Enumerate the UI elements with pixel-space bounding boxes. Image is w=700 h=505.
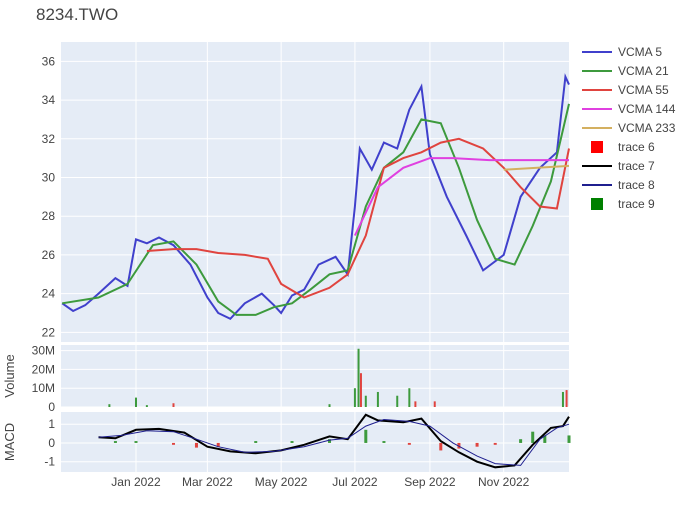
macd-histogram-bar <box>531 431 535 443</box>
macd-histogram-bar <box>254 441 258 443</box>
volume-bar <box>433 401 436 407</box>
legend-swatch[interactable] <box>591 141 603 153</box>
x-tick-label: May 2022 <box>255 475 308 489</box>
x-tick-label: Mar 2022 <box>182 475 233 489</box>
series-vcma-233 <box>503 164 570 171</box>
y-tick-label: 32 <box>42 132 56 146</box>
macd-histogram-bar <box>439 442 443 451</box>
legend-label[interactable]: trace 8 <box>618 178 655 192</box>
volume-bar <box>145 405 148 407</box>
macd-histogram-bar <box>519 439 523 443</box>
volume-bar <box>561 391 564 407</box>
volume-bar <box>353 388 356 407</box>
macd-histogram-bar <box>134 441 138 443</box>
volume-bar <box>134 397 137 407</box>
y-tick-label: 1 <box>48 417 55 431</box>
macd-histogram-bar <box>543 435 547 443</box>
volume-bar <box>414 401 417 407</box>
legend-label[interactable]: VCMA 233 <box>618 121 676 135</box>
y-tick-label: -1 <box>44 455 55 469</box>
legend-label[interactable]: VCMA 144 <box>618 102 676 116</box>
y-tick-label: 0 <box>48 400 55 414</box>
legend-label[interactable]: VCMA 5 <box>618 45 662 59</box>
volume-axis-label: Volume <box>2 354 17 397</box>
legend-label[interactable]: VCMA 55 <box>618 83 669 97</box>
volume-bar <box>357 348 360 407</box>
macd-histogram-bar <box>216 442 220 447</box>
legend-label[interactable]: VCMA 21 <box>618 64 669 78</box>
volume-bar <box>172 403 175 407</box>
y-tick-label: 36 <box>42 54 56 68</box>
series-trace-8 <box>98 418 570 466</box>
volume-bar <box>328 404 331 407</box>
macd-axis-label: MACD <box>2 423 17 461</box>
volume-bar <box>396 395 399 407</box>
gridlines <box>61 42 569 472</box>
y-tick-label: 28 <box>42 209 56 223</box>
chart-marks <box>61 73 571 469</box>
macd-histogram-bar <box>567 435 571 443</box>
series-vcma-144 <box>353 157 569 236</box>
y-tick-label: 30 <box>42 170 56 184</box>
y-tick-label: 26 <box>42 248 56 262</box>
volume-bar <box>108 404 111 407</box>
macd-histogram-bar <box>113 441 117 443</box>
legend-label[interactable]: trace 6 <box>618 140 655 154</box>
axis-ticks: Jan 2022 Mar 2022 May 2022 Jul 2022 Sep 2022… <box>32 54 530 489</box>
y-tick-label: 34 <box>42 93 56 107</box>
macd-histogram-bar <box>171 442 175 445</box>
macd-histogram-bar <box>364 429 368 443</box>
legend-label[interactable]: trace 9 <box>618 197 655 211</box>
legend-label[interactable]: trace 7 <box>618 159 655 173</box>
y-tick-label: 24 <box>42 287 56 301</box>
y-tick-label: 0 <box>48 436 55 450</box>
volume-bar <box>408 388 411 407</box>
legend-swatch[interactable] <box>591 198 603 210</box>
y-tick-label: 10M <box>32 381 55 395</box>
macd-histogram-bar <box>328 439 332 443</box>
x-tick-label: Jan 2022 <box>111 475 161 489</box>
macd-histogram-bar <box>493 442 497 445</box>
macd-histogram-bar <box>475 442 479 447</box>
macd-histogram-bar <box>194 442 198 448</box>
y-tick-label: 30M <box>32 344 55 358</box>
price-panel-background <box>61 42 569 342</box>
volume-panel-background <box>61 345 569 407</box>
volume-bar <box>376 391 379 407</box>
chart-title: 8234.TWO <box>36 5 118 24</box>
volume-bar <box>565 390 568 407</box>
legend[interactable]: VCMA 5 VCMA 21 VCMA 55 VCMA 144 VCMA 233 trac… <box>582 45 676 211</box>
macd-histogram-bar <box>382 441 386 443</box>
volume-bar <box>364 395 367 407</box>
macd-histogram-bar <box>290 441 294 443</box>
x-tick-label: Jul 2022 <box>332 475 378 489</box>
y-tick-label: 22 <box>42 325 56 339</box>
series-vcma-21 <box>62 103 570 316</box>
series-vcma-5 <box>61 73 570 321</box>
x-tick-label: Sep 2022 <box>404 475 456 489</box>
x-tick-label: Nov 2022 <box>478 475 530 489</box>
volume-bar <box>359 373 362 407</box>
macd-histogram-bar <box>407 442 411 445</box>
series-vcma-55 <box>146 137 570 299</box>
y-tick-label: 20M <box>32 362 55 376</box>
